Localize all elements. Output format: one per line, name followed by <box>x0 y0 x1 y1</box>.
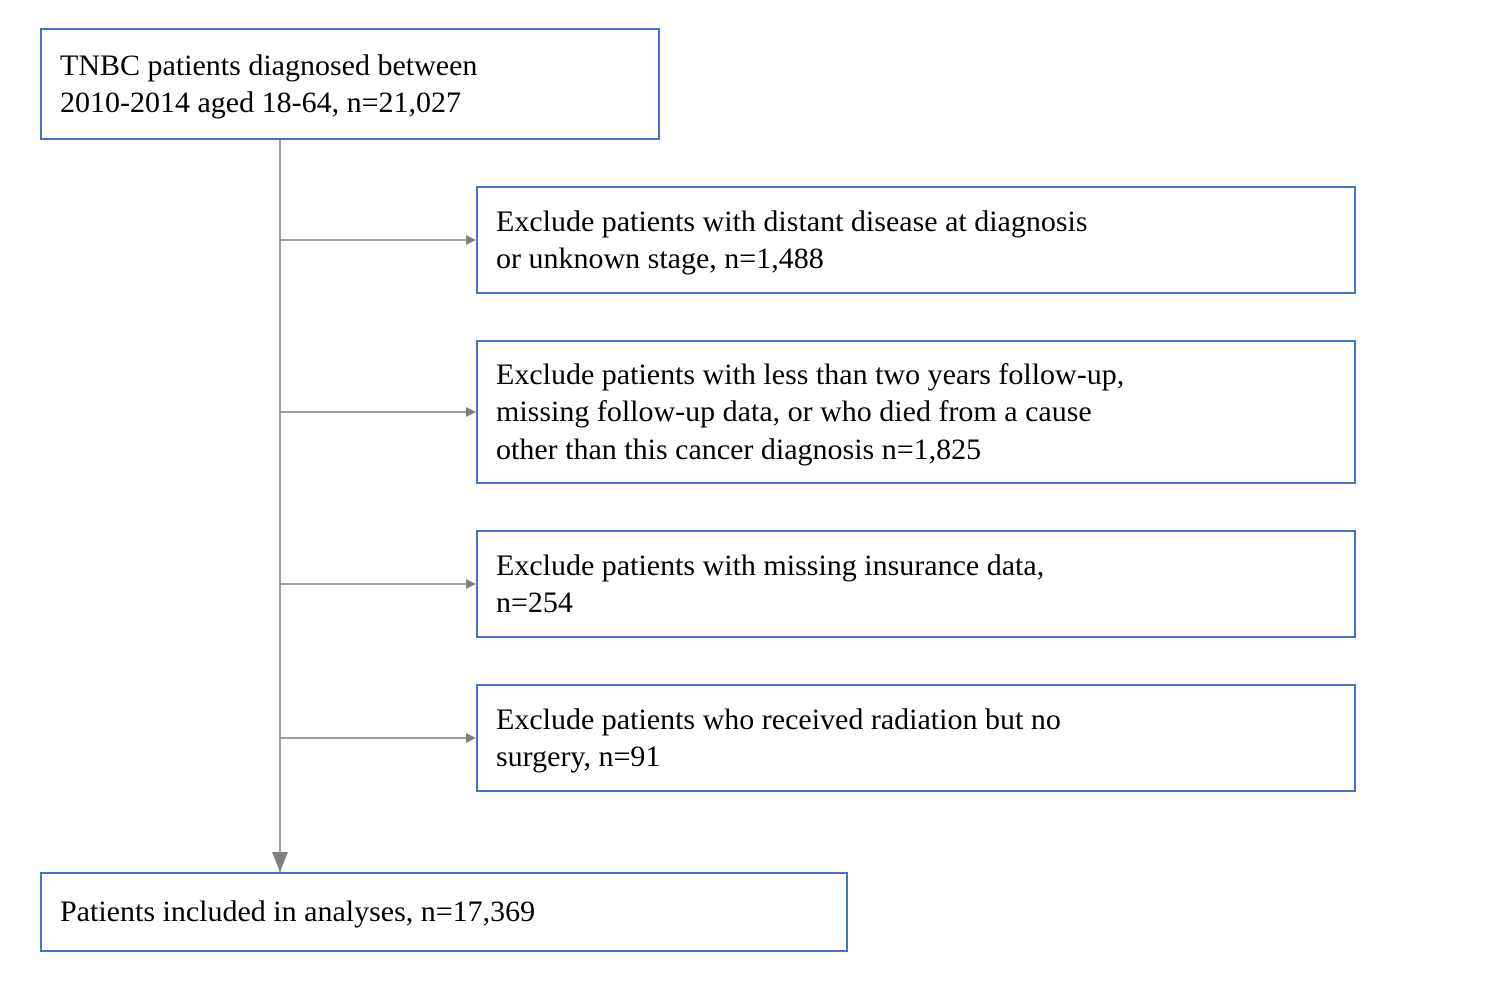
exclusion-node-1-text: Exclude patients with distant disease at… <box>496 203 1336 278</box>
exclusion-node-4-text: Exclude patients who received radiation … <box>496 701 1336 776</box>
start-node-text: TNBC patients diagnosed between2010-2014… <box>60 47 640 122</box>
flowchart-canvas: TNBC patients diagnosed between2010-2014… <box>0 0 1504 985</box>
end-node: Patients included in analyses, n=17,369 <box>40 872 848 952</box>
exclusion-node-3: Exclude patients with missing insurance … <box>476 530 1356 638</box>
end-node-text: Patients included in analyses, n=17,369 <box>60 893 828 931</box>
exclusion-node-2-text: Exclude patients with less than two year… <box>496 356 1336 469</box>
start-node: TNBC patients diagnosed between2010-2014… <box>40 28 660 140</box>
exclusion-node-1: Exclude patients with distant disease at… <box>476 186 1356 294</box>
down-arrowhead <box>272 852 288 872</box>
connector-lines <box>0 0 1504 985</box>
exclusion-node-3-text: Exclude patients with missing insurance … <box>496 547 1336 622</box>
exclusion-node-4: Exclude patients who received radiation … <box>476 684 1356 792</box>
exclusion-node-2: Exclude patients with less than two year… <box>476 340 1356 484</box>
